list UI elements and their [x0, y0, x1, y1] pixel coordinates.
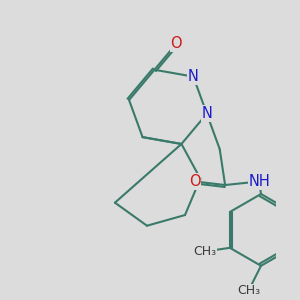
Text: N: N: [188, 69, 199, 84]
Text: CH₃: CH₃: [237, 284, 260, 297]
Text: O: O: [170, 36, 182, 51]
Text: N: N: [201, 106, 212, 121]
Text: O: O: [189, 174, 200, 189]
Text: NH: NH: [248, 174, 270, 189]
Text: CH₃: CH₃: [193, 245, 216, 258]
